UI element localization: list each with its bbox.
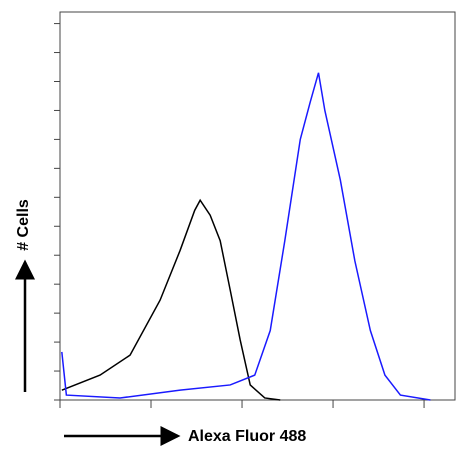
- histogram-line: [61, 72, 431, 401]
- histogram-line: [61, 198, 281, 401]
- plot-frame: [59, 11, 456, 401]
- y-axis-label: # Cells: [15, 199, 32, 251]
- x-axis-label: Alexa Fluor 488: [188, 428, 306, 445]
